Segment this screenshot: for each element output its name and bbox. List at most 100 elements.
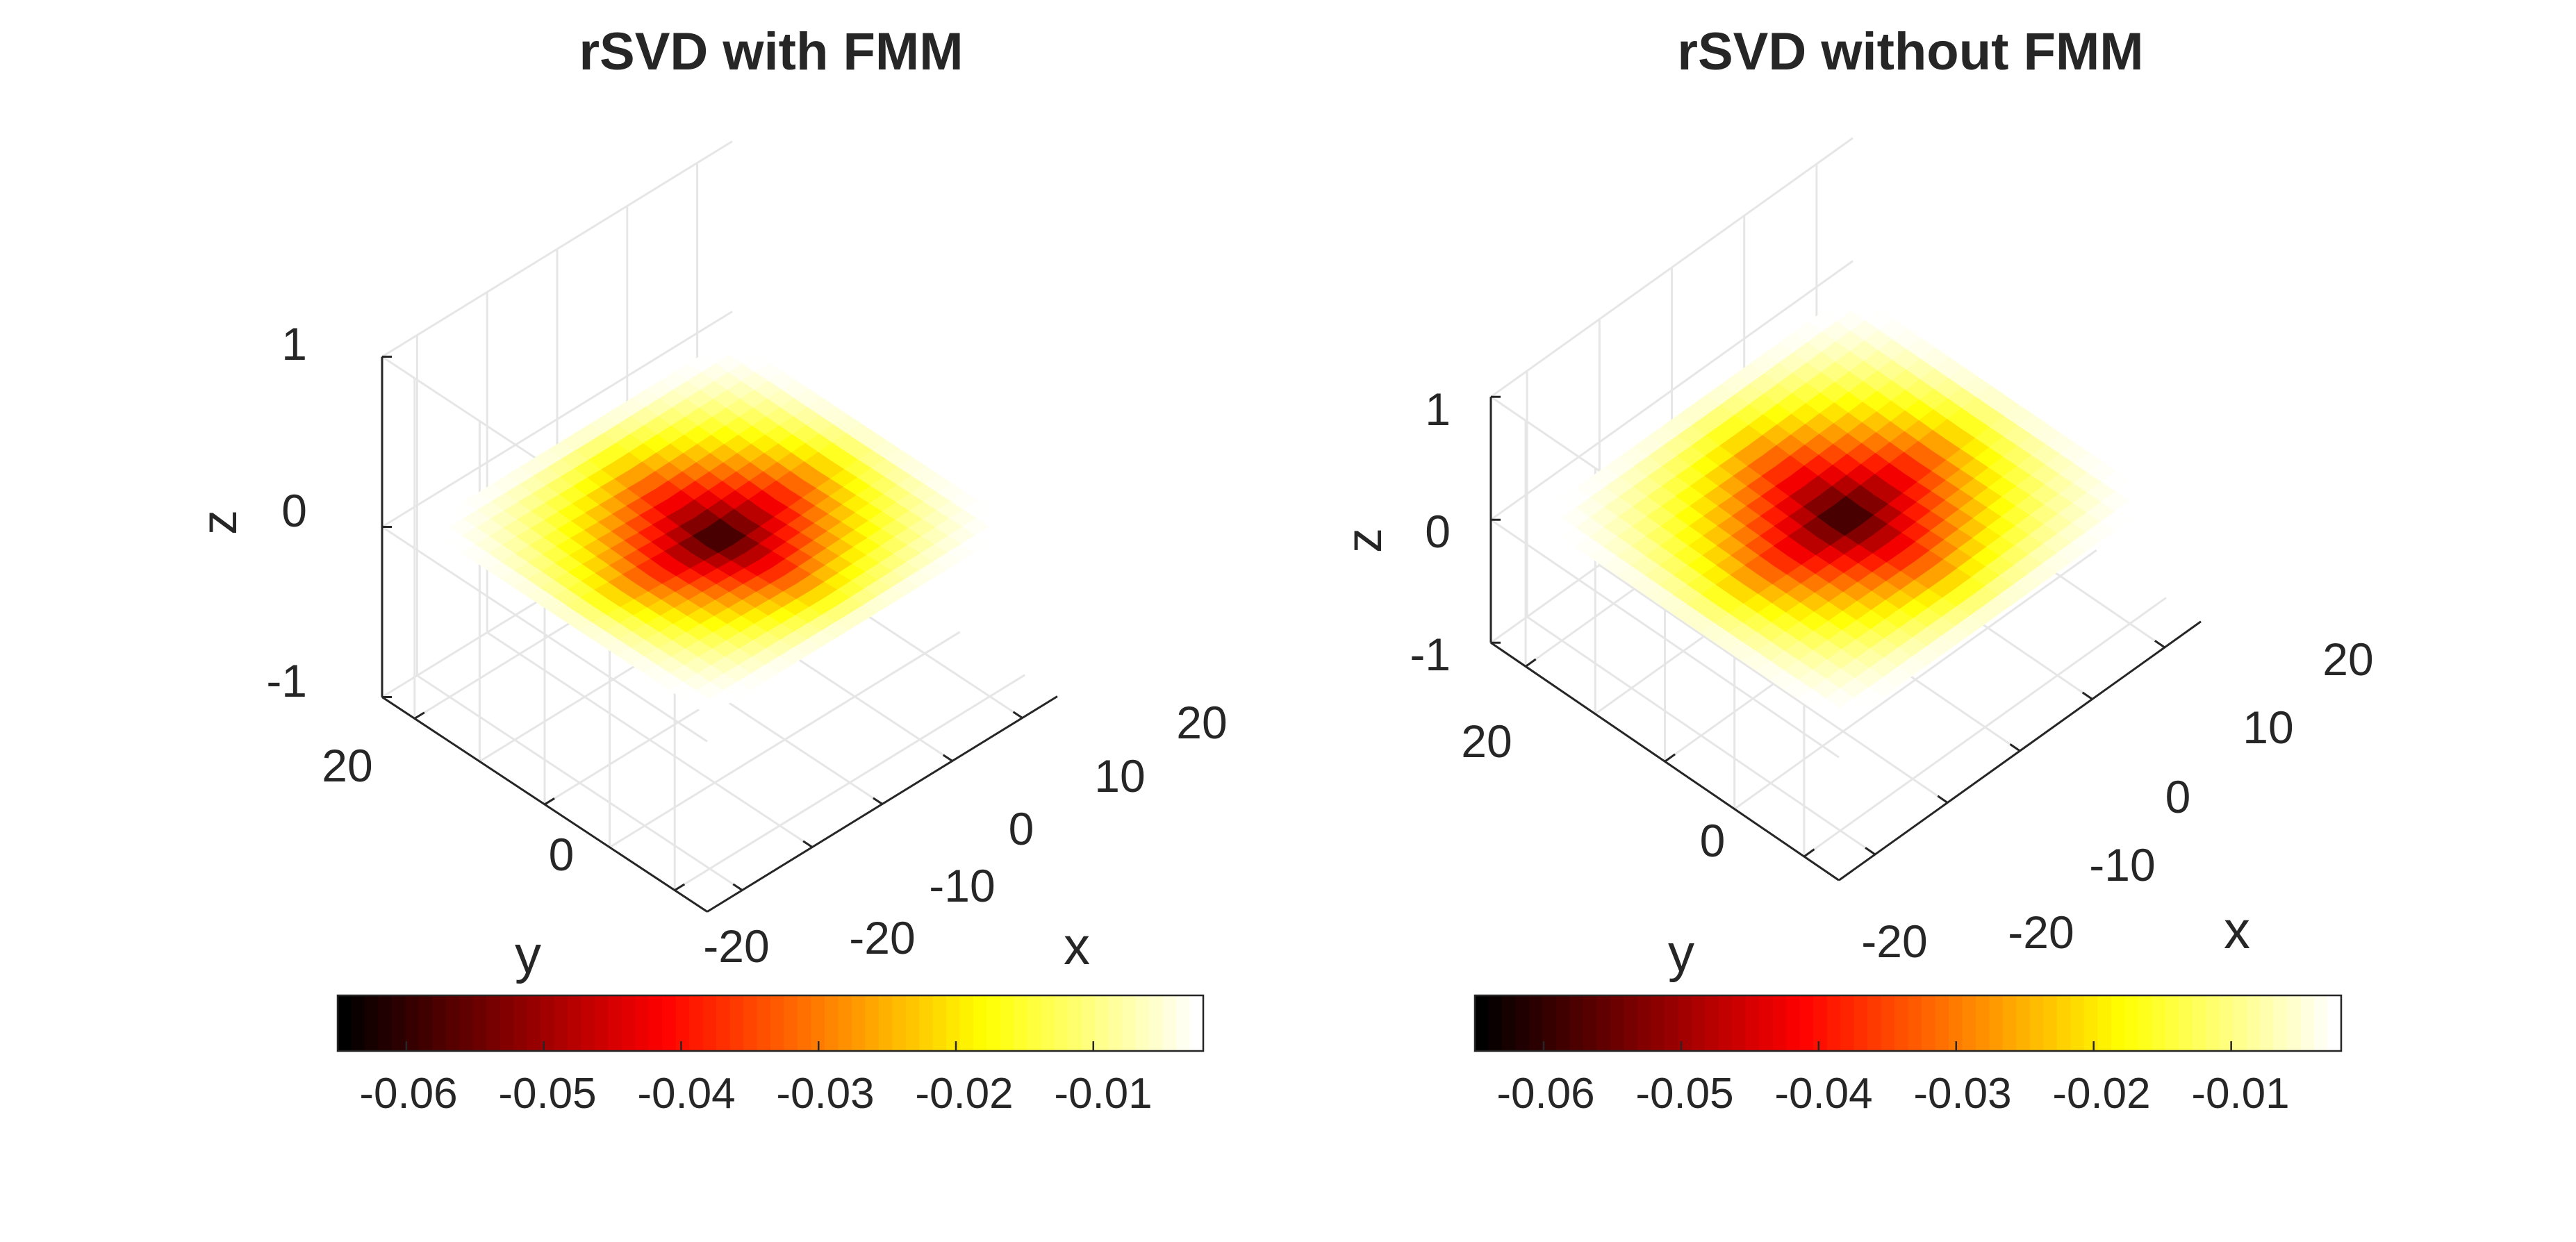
x-axis-label: x xyxy=(1064,917,1090,976)
colorbar-swatch xyxy=(2327,995,2342,1051)
colorbar-swatch xyxy=(797,995,812,1051)
colorbar-swatch xyxy=(391,995,406,1051)
y-axis-label: y xyxy=(1668,924,1694,983)
colorbar-swatch xyxy=(1867,995,1882,1051)
colorbar-swatch xyxy=(1583,995,1598,1051)
colorbar-swatch xyxy=(986,995,1001,1051)
colorbar-swatch xyxy=(2016,995,2031,1051)
colorbar-swatch xyxy=(878,995,893,1051)
colorbar-swatch xyxy=(757,995,771,1051)
colorbar-swatch xyxy=(2260,995,2274,1051)
y-axis-tick xyxy=(1664,753,1676,763)
z-tick-label: 1 xyxy=(1425,383,1451,435)
colorbar-swatch xyxy=(1840,995,1855,1051)
colorbar-swatch xyxy=(2152,995,2166,1051)
axes-lines xyxy=(381,356,1058,913)
colorbar-swatch xyxy=(1718,995,1733,1051)
x-axis-tick xyxy=(732,883,743,891)
colorbar-swatch xyxy=(432,995,447,1051)
colorbar-swatch xyxy=(959,995,974,1051)
colorbar-tick-label: -0.05 xyxy=(498,1070,596,1118)
z-tick-label: 0 xyxy=(1425,506,1451,557)
colorbar-swatch xyxy=(1759,995,1774,1051)
colorbar-swatch xyxy=(1475,995,1489,1051)
colorbar-swatch xyxy=(1908,995,1922,1051)
x-tick-label: 0 xyxy=(2165,771,2191,822)
colorbar-swatch xyxy=(1921,995,1936,1051)
colorbar-swatch xyxy=(1732,995,1747,1051)
x-axis-tick xyxy=(873,797,883,805)
colorbar-swatch xyxy=(919,995,934,1051)
colorbar-swatch xyxy=(527,995,541,1051)
colorbar-swatch xyxy=(1651,995,1665,1051)
colorbar-frame xyxy=(336,994,1205,1052)
y-axis-tick xyxy=(544,797,555,806)
y-axis-tick xyxy=(674,883,686,891)
x-axis-tick xyxy=(2009,743,2021,752)
z-tick-label: 1 xyxy=(281,318,307,370)
colorbar-swatch xyxy=(1596,995,1611,1051)
colorbar-tick-label: -0.03 xyxy=(1913,1070,2011,1118)
colorbar-swatch xyxy=(594,995,609,1051)
x-axis-tick xyxy=(2081,691,2093,700)
colorbar-swatch xyxy=(973,995,988,1051)
colorbar-swatch xyxy=(743,995,758,1051)
colorbar-swatch xyxy=(418,995,434,1051)
panel-rsvd-without-fmm: rSVD without FMM 1 0 -1 z 20 0 -20 y -20… xyxy=(1337,22,2374,1118)
colorbar-swatch xyxy=(1610,995,1625,1051)
x-axis-tick xyxy=(1937,795,1949,804)
colorbar-swatch xyxy=(1678,995,1692,1051)
colorbar-swatch xyxy=(2273,995,2288,1051)
colorbar-swatch xyxy=(378,995,393,1051)
colorbar-swatch xyxy=(445,995,461,1051)
colorbar-swatch xyxy=(364,995,379,1051)
colorbar-swatch xyxy=(1162,995,1177,1051)
colorbar-swatch xyxy=(838,995,852,1051)
colorbar-swatch xyxy=(689,995,704,1051)
colorbar-swatch xyxy=(567,995,582,1051)
colorbar-swatch xyxy=(351,995,365,1051)
y-tick-label: -20 xyxy=(1861,916,1927,967)
x-tick-label: 10 xyxy=(1094,750,1145,802)
colorbar-swatch xyxy=(1989,995,2004,1051)
colorbar-swatch xyxy=(1772,995,1787,1051)
colorbar-swatch xyxy=(621,995,636,1051)
colorbar-swatch xyxy=(784,995,798,1051)
colorbar-swatch xyxy=(2206,995,2220,1051)
colorbar-swatch xyxy=(2287,995,2302,1051)
colorbar-swatch xyxy=(865,995,880,1051)
y-axis-tick xyxy=(1803,848,1815,858)
colorbar-tick-label: -0.02 xyxy=(915,1070,1013,1118)
x-tick-label: 10 xyxy=(2243,702,2293,753)
colorbar xyxy=(1473,994,2343,1052)
surface-plot xyxy=(422,337,1018,716)
panel-rsvd-with-fmm: rSVD with FMM 1 0 -1 z 20 0 -20 y -20 -1… xyxy=(192,22,1228,1118)
x-tick-label: 0 xyxy=(1009,803,1034,854)
colorbar-swatch xyxy=(581,995,595,1051)
colorbar-swatch xyxy=(648,995,663,1051)
colorbar-swatch xyxy=(2029,995,2045,1051)
colorbar-swatch xyxy=(2002,995,2017,1051)
colorbar-swatch xyxy=(946,995,961,1051)
colorbar-swatch xyxy=(811,995,825,1051)
colorbar-swatch xyxy=(702,995,717,1051)
grid-line xyxy=(1490,260,1853,521)
y-axis-tick xyxy=(1525,658,1537,668)
colorbar-swatch xyxy=(2097,995,2112,1051)
colorbar-swatch xyxy=(1894,995,1909,1051)
colorbar-swatch xyxy=(2056,995,2072,1051)
colorbar-tick-label: -0.01 xyxy=(2191,1070,2289,1118)
colorbar-swatch xyxy=(1705,995,1719,1051)
colorbar-swatch xyxy=(1691,995,1706,1051)
colorbar-swatch xyxy=(1528,995,1544,1051)
z-tick-label: -1 xyxy=(1410,629,1451,680)
colorbar-swatch xyxy=(1149,995,1164,1051)
colorbar-swatch xyxy=(1135,995,1150,1051)
colorbar-swatch xyxy=(1745,995,1760,1051)
surface-patch xyxy=(989,517,1018,536)
grid-line xyxy=(1490,137,1853,398)
colorbar-swatch xyxy=(1569,995,1584,1051)
y-axis-tick xyxy=(414,711,425,720)
